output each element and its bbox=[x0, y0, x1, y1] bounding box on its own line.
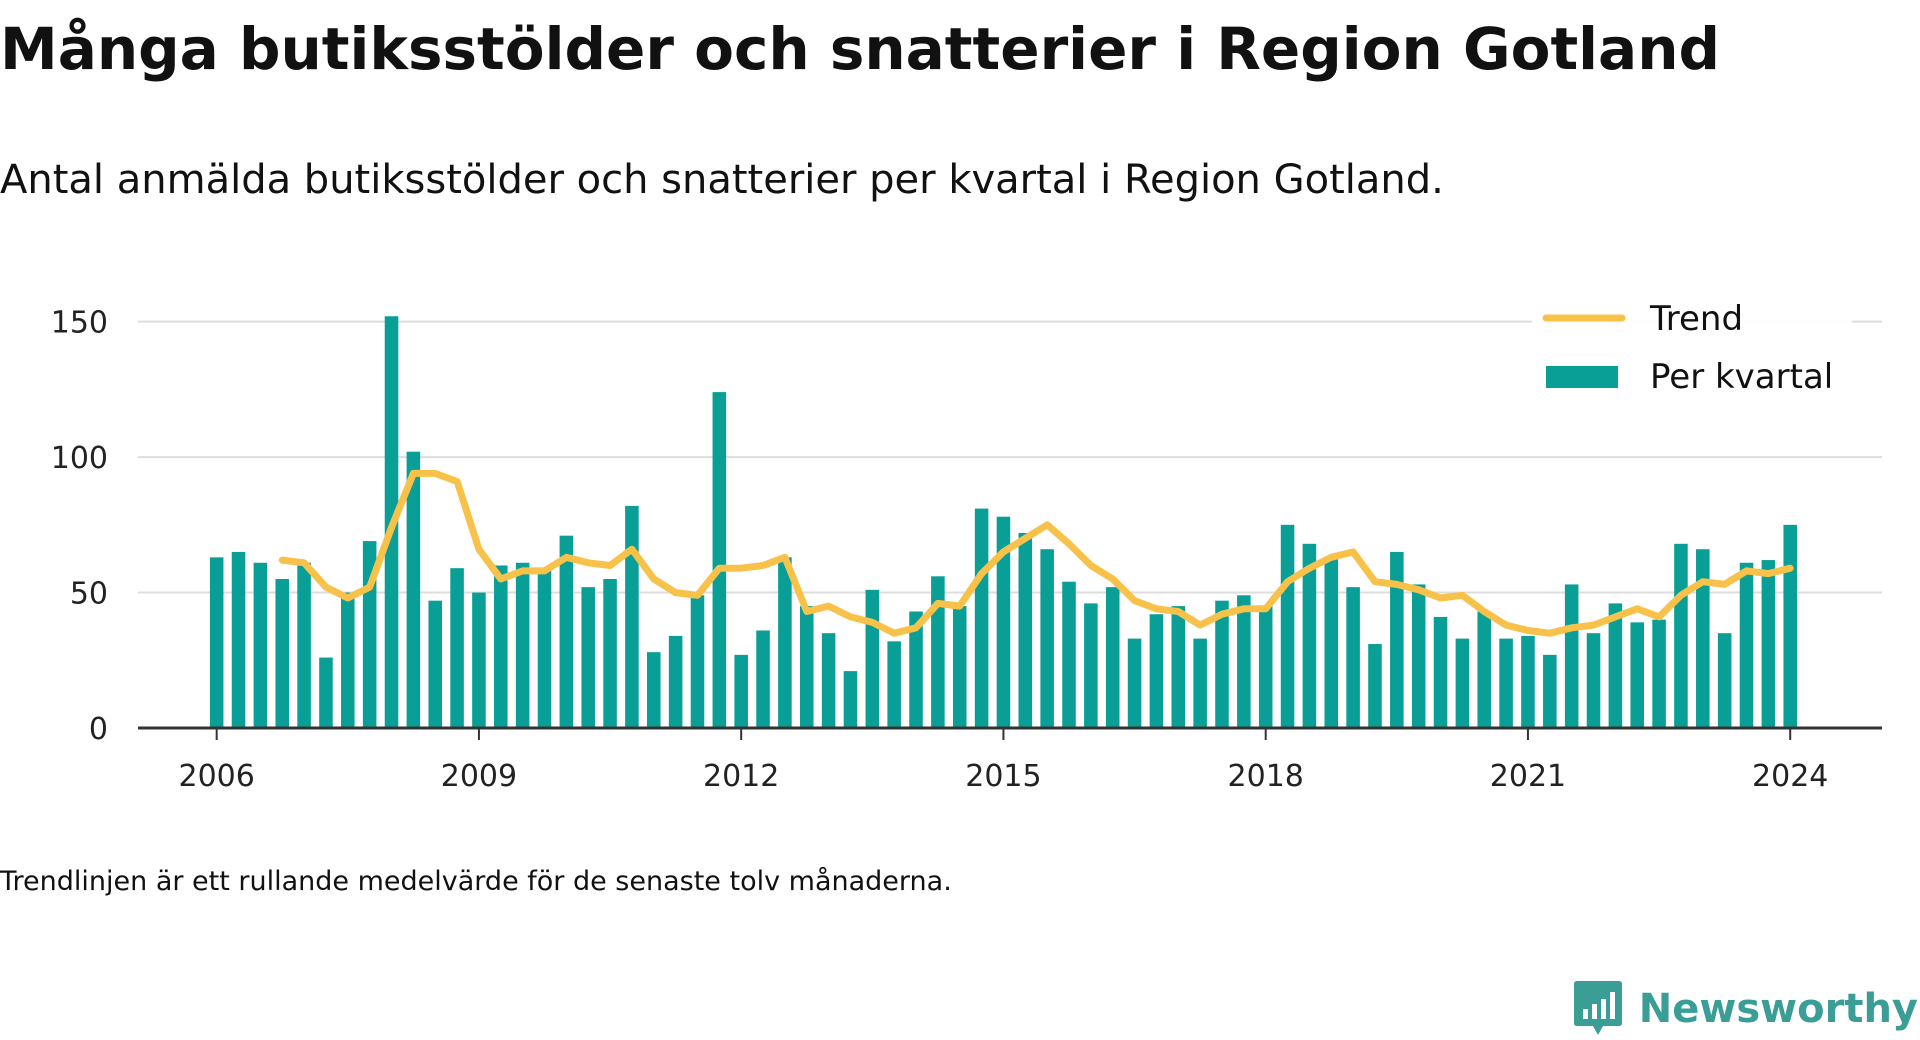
legend-bars-swatch bbox=[1546, 366, 1618, 388]
legend-trend-label: Trend bbox=[1649, 299, 1743, 339]
bar bbox=[231, 551, 246, 728]
bar bbox=[1783, 524, 1797, 728]
bar bbox=[952, 606, 967, 728]
bar bbox=[515, 562, 530, 728]
bar bbox=[1696, 549, 1710, 728]
bar bbox=[428, 600, 442, 728]
chart-title: Många butiksstölder och snatterier i Reg… bbox=[0, 15, 1721, 83]
bar bbox=[1018, 532, 1033, 728]
trend-line bbox=[278, 469, 1794, 637]
bar bbox=[974, 508, 989, 728]
chart-svg: 0 50 100 150 2006 2009 2012 2015 2018 2021 2024 Tr… bbox=[51, 298, 1882, 794]
footnote: Trendlinjen är ett rullande medelvärde f… bbox=[0, 866, 952, 897]
bar bbox=[1739, 562, 1754, 728]
bar bbox=[559, 535, 574, 728]
bar bbox=[778, 557, 792, 728]
bar bbox=[253, 562, 268, 728]
x-tick-label: 2021 bbox=[1490, 759, 1566, 794]
bar bbox=[1084, 603, 1098, 728]
bar bbox=[319, 657, 333, 728]
bar bbox=[1521, 635, 1535, 728]
y-tick-label: 100 bbox=[51, 441, 108, 476]
bar bbox=[1761, 560, 1776, 728]
bar bbox=[275, 579, 290, 728]
bar bbox=[1193, 638, 1207, 728]
bar bbox=[1717, 633, 1732, 728]
bar bbox=[581, 587, 595, 728]
bar bbox=[1171, 606, 1186, 728]
bar bbox=[450, 568, 464, 728]
bar bbox=[1564, 584, 1579, 728]
bar bbox=[887, 641, 901, 728]
legend-bars-label: Per kvartal bbox=[1650, 357, 1833, 397]
bar bbox=[756, 630, 770, 728]
brand-name: Newsworthy bbox=[1638, 986, 1918, 1032]
bar bbox=[1215, 600, 1229, 728]
bar bbox=[668, 635, 683, 728]
bar bbox=[712, 392, 727, 728]
bar bbox=[1324, 557, 1339, 728]
y-tick-label: 150 bbox=[51, 306, 108, 341]
bar bbox=[690, 595, 705, 728]
bar bbox=[1368, 644, 1382, 728]
bar bbox=[931, 576, 945, 728]
bar bbox=[1149, 614, 1164, 728]
bar bbox=[341, 592, 355, 728]
bar bbox=[1433, 616, 1448, 728]
bar bbox=[1499, 638, 1513, 728]
bar bbox=[909, 611, 923, 728]
bar bbox=[1390, 551, 1404, 728]
x-tick-label: 2024 bbox=[1752, 759, 1828, 794]
bar bbox=[1040, 549, 1054, 728]
bar bbox=[472, 592, 486, 728]
bars bbox=[209, 316, 1797, 728]
chart-subtitle: Antal anmälda butiksstölder och snatteri… bbox=[0, 157, 1444, 203]
bar bbox=[603, 579, 617, 728]
bar bbox=[1630, 622, 1645, 728]
bar bbox=[1346, 587, 1360, 728]
bar bbox=[1237, 595, 1251, 728]
bar bbox=[1411, 584, 1426, 728]
bar bbox=[1302, 543, 1317, 728]
bar bbox=[734, 654, 748, 728]
newsworthy-logo-icon bbox=[1573, 981, 1622, 1035]
bar bbox=[1127, 638, 1142, 728]
x-tick-label: 2006 bbox=[178, 759, 254, 794]
x-tick-label: 2009 bbox=[441, 759, 517, 794]
legend: Trend Per kvartal bbox=[1532, 298, 1852, 398]
x-tick-label: 2015 bbox=[965, 759, 1041, 794]
bar bbox=[625, 505, 639, 728]
bar bbox=[1543, 654, 1557, 728]
bar bbox=[297, 562, 311, 728]
bar bbox=[1674, 543, 1688, 728]
bar bbox=[1455, 638, 1470, 728]
bar bbox=[494, 565, 508, 728]
bar bbox=[865, 589, 880, 728]
bar bbox=[209, 557, 224, 728]
axes: 0 50 100 150 2006 2009 2012 2015 2018 2021 2024 bbox=[51, 306, 1882, 794]
bar bbox=[821, 633, 836, 728]
y-tick-label: 0 bbox=[89, 712, 108, 747]
bar bbox=[799, 606, 814, 728]
bar bbox=[1280, 524, 1295, 728]
bar bbox=[537, 568, 552, 728]
bar bbox=[1652, 619, 1666, 728]
bar bbox=[1608, 603, 1623, 728]
bar bbox=[1586, 633, 1601, 728]
bar bbox=[1105, 587, 1120, 728]
bar bbox=[1258, 606, 1273, 728]
bar bbox=[406, 451, 421, 728]
bar bbox=[1062, 581, 1076, 728]
brand-logo: Newsworthy bbox=[1573, 978, 1918, 1040]
bar bbox=[1477, 611, 1492, 728]
bar bbox=[646, 652, 661, 728]
x-tick-label: 2018 bbox=[1228, 759, 1304, 794]
y-tick-label: 50 bbox=[70, 577, 108, 612]
trend-line-group bbox=[278, 469, 1794, 637]
bar bbox=[843, 671, 858, 728]
x-tick-label: 2012 bbox=[703, 759, 779, 794]
bar bbox=[996, 516, 1011, 728]
